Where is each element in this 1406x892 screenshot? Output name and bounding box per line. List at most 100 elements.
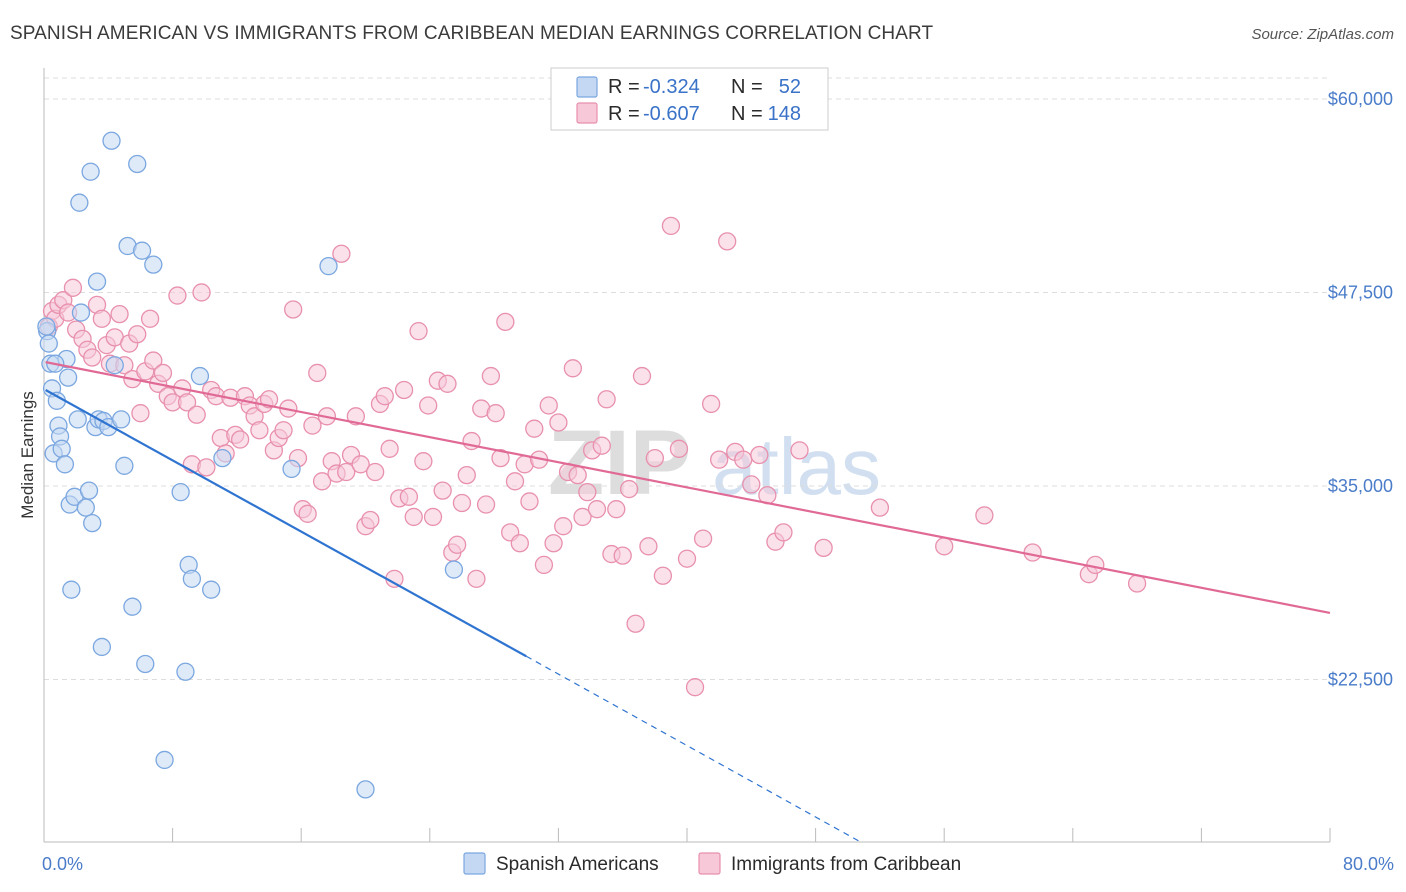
legend-label-caribbean: Immigrants from Caribbean xyxy=(731,854,961,875)
stats-r-label-caribbean: R = xyxy=(608,103,640,125)
caribbean-point xyxy=(177,393,197,412)
spanish-american-point xyxy=(81,162,100,181)
caribbean-point xyxy=(491,448,510,468)
x-tick-label-max: 80.0% xyxy=(1343,854,1394,874)
spanish-american-point xyxy=(319,256,338,276)
caribbean-point xyxy=(534,555,554,575)
spanish-american-point xyxy=(144,255,163,274)
stats-n-value-caribbean: 148 xyxy=(768,103,801,125)
stats-n-label-caribbean: N = xyxy=(731,103,763,125)
caribbean-point xyxy=(351,455,370,474)
caribbean-point xyxy=(814,538,833,558)
caribbean-point xyxy=(144,351,163,370)
stats-n-value-spanish: 52 xyxy=(779,76,801,98)
caribbean-point xyxy=(626,614,645,633)
caribbean-point xyxy=(549,413,568,432)
caribbean-point xyxy=(597,390,616,409)
caribbean-point xyxy=(587,500,607,519)
spanish-american-point xyxy=(37,317,56,336)
spanish-american-point xyxy=(102,131,121,150)
y-tick-label: $47,500 xyxy=(1328,282,1393,302)
caribbean-point xyxy=(539,396,558,415)
caribbean-point xyxy=(592,436,611,455)
caribbean-point xyxy=(774,523,793,542)
caribbean-point xyxy=(433,481,452,500)
caribbean-point xyxy=(168,286,187,305)
caribbean-point xyxy=(312,472,332,491)
x-tick-label-min: 0.0% xyxy=(42,854,83,874)
caribbean-point xyxy=(639,537,658,556)
spanish-american-point xyxy=(123,597,142,616)
spanish-american-point xyxy=(202,580,221,599)
caribbean-point xyxy=(496,312,515,332)
trend-lines xyxy=(45,361,1331,843)
caribbean-point xyxy=(92,309,112,328)
data-points xyxy=(37,131,1147,799)
caribbean-point xyxy=(399,487,419,506)
caribbean-point xyxy=(83,348,102,367)
caribbean-point xyxy=(423,507,443,527)
caribbean-point xyxy=(447,535,467,554)
spanish-american-point xyxy=(92,637,112,657)
caribbean-point xyxy=(554,517,573,536)
caribbean-point xyxy=(131,404,150,423)
caribbean-point xyxy=(710,450,729,469)
caribbean-point xyxy=(476,495,496,514)
caribbean-point xyxy=(693,529,713,548)
spanish-american-point xyxy=(132,241,152,260)
caribbean-point xyxy=(365,462,385,482)
trend-line-spanish-extension xyxy=(525,655,861,843)
spanish-american-point xyxy=(356,780,375,799)
caribbean-point xyxy=(935,537,954,556)
caribbean-point xyxy=(568,465,587,485)
caribbean-point xyxy=(607,500,626,519)
caribbean-point xyxy=(192,283,211,302)
stats-r-value-caribbean: -0.607 xyxy=(643,103,700,125)
stats-r-label-spanish: R = xyxy=(608,76,640,98)
spanish-american-point xyxy=(52,439,71,458)
spanish-american-point xyxy=(128,154,147,174)
spanish-american-point xyxy=(136,654,155,674)
caribbean-point xyxy=(438,374,457,393)
caribbean-point xyxy=(298,504,317,523)
caribbean-point xyxy=(419,396,438,415)
caribbean-point xyxy=(790,441,809,460)
legend-swatch-spanish xyxy=(463,852,486,875)
spanish-american-point xyxy=(62,580,81,599)
spanish-american-point xyxy=(70,193,89,212)
spanish-american-point xyxy=(39,334,58,353)
y-tick-label: $35,000 xyxy=(1328,476,1393,496)
caribbean-point xyxy=(467,569,486,588)
spanish-american-point xyxy=(213,448,232,468)
caribbean-point xyxy=(661,216,681,236)
caribbean-point xyxy=(346,407,366,426)
caribbean-point xyxy=(619,479,639,499)
caribbean-point xyxy=(140,309,160,328)
caribbean-point xyxy=(457,465,476,485)
watermark: ZIP atlas xyxy=(548,412,881,514)
caribbean-point xyxy=(230,430,250,449)
caribbean-point xyxy=(578,483,597,502)
caribbean-point xyxy=(197,458,216,477)
caribbean-point xyxy=(701,394,721,414)
caribbean-point xyxy=(110,304,129,324)
caribbean-point xyxy=(284,300,303,319)
caribbean-point xyxy=(573,507,592,527)
y-tick-label: $22,500 xyxy=(1328,669,1393,689)
spanish-american-point xyxy=(115,456,134,475)
watermark-zip: ZIP xyxy=(548,412,691,514)
spanish-american-point xyxy=(155,750,174,770)
y-tick-labels: $22,500 $35,000 $47,500 $60,000 xyxy=(1328,89,1393,690)
spanish-american-point xyxy=(83,513,102,533)
caribbean-point xyxy=(153,363,173,383)
spanish-american-point xyxy=(71,303,91,322)
axes xyxy=(43,68,1331,843)
legend-swatch-caribbean xyxy=(698,852,721,875)
stats-legend-swatch-caribbean xyxy=(576,102,598,124)
caribbean-point xyxy=(308,363,327,383)
stats-legend: R = -0.324 N = 52 R = -0.607 N = 148 xyxy=(550,67,829,131)
y-axis-label: Median Earnings xyxy=(18,391,37,519)
caribbean-point xyxy=(380,439,399,458)
caribbean-point xyxy=(613,546,632,565)
